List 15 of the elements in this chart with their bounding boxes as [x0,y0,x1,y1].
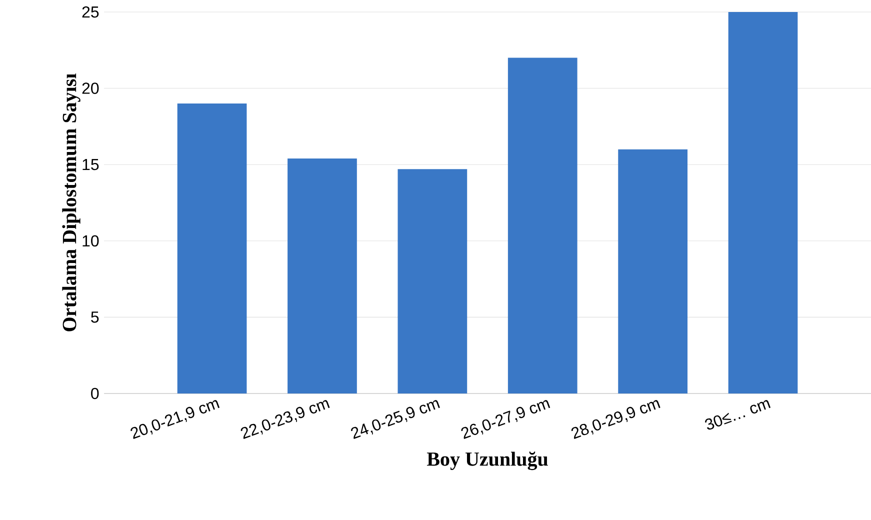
bar [288,158,357,394]
x-axis-title: Boy Uzunluğu [426,451,548,470]
y-axis-title: Ortalama Diplostomum Sayısı [62,73,80,332]
y-tick-label: 10 [82,235,99,246]
x-tick-label: 30≤… cm [705,400,771,430]
bar [177,103,247,394]
y-tick-label: 25 [82,6,99,18]
bar [618,149,688,394]
y-tick-label: 5 [91,312,99,323]
y-tick-label: 15 [82,158,99,170]
bar [508,58,578,394]
bar [728,12,798,394]
y-tick-label: 20 [82,82,99,94]
y-tick-label: 0 [91,388,99,400]
bar [398,169,468,394]
